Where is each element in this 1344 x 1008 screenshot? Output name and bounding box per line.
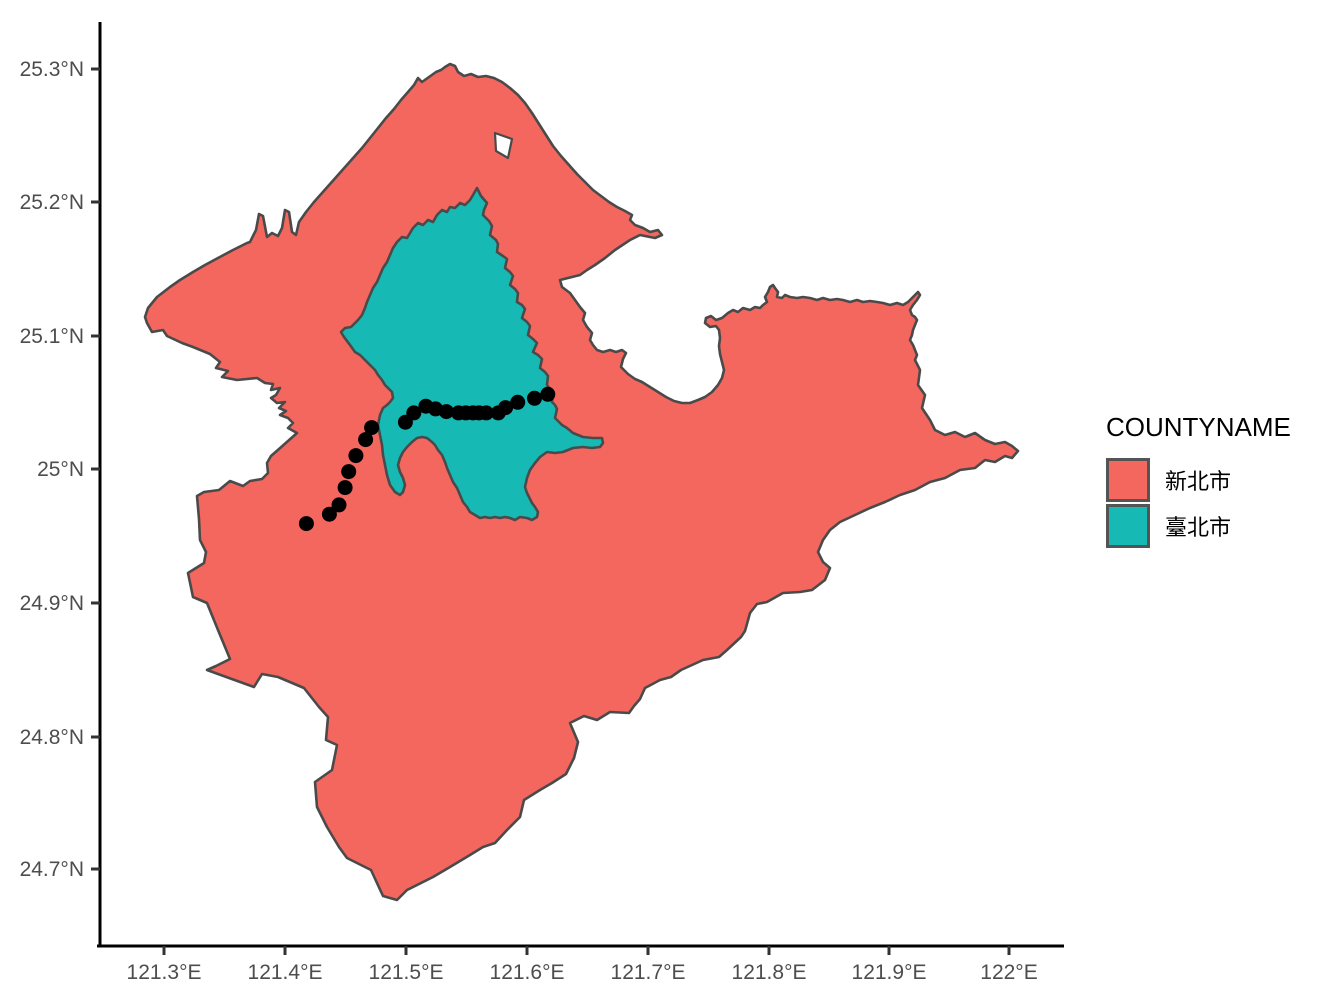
x-tick-label: 122°E xyxy=(980,961,1037,984)
station-dot xyxy=(341,464,357,480)
station-dot xyxy=(358,432,374,448)
legend-label-taipei: 臺北市 xyxy=(1165,515,1232,540)
station-dot xyxy=(406,405,422,421)
legend: COUNTYNAME 新北市 臺北市 xyxy=(1106,412,1291,548)
x-tick-label: 121.6°E xyxy=(490,961,565,984)
legend-key-taipei-swatch xyxy=(1106,504,1150,548)
station-dot xyxy=(527,390,542,406)
coastal-notch xyxy=(493,131,514,160)
y-tick-label: 24.8°N xyxy=(20,726,84,749)
region-taipei xyxy=(339,186,605,522)
y-tick-label: 25.2°N xyxy=(20,191,84,214)
y-tick-label: 25°N xyxy=(37,458,84,481)
legend-key-new-taipei-swatch xyxy=(1106,458,1150,502)
station-dot xyxy=(348,448,364,464)
station-dot xyxy=(540,386,556,402)
station-dot xyxy=(337,480,353,496)
x-tick-label: 121.7°E xyxy=(611,961,686,984)
station-dot xyxy=(331,497,347,513)
x-tick-label: 121.4°E xyxy=(248,961,323,984)
station-dot xyxy=(321,506,337,522)
region-new-taipei xyxy=(143,62,1020,902)
legend-item-new-taipei: 新北市 xyxy=(1106,458,1291,502)
legend-title: COUNTYNAME xyxy=(1106,412,1291,442)
x-tick-label: 121.8°E xyxy=(732,961,807,984)
x-tick-label: 121.5°E xyxy=(369,961,444,984)
station-dot xyxy=(364,420,380,436)
y-tick-label: 25.1°N xyxy=(20,325,84,348)
y-tick-label: 24.9°N xyxy=(20,592,84,615)
station-dot xyxy=(510,394,526,410)
station-dot xyxy=(438,404,454,420)
legend-label-new-taipei: 新北市 xyxy=(1165,469,1232,494)
legend-item-taipei: 臺北市 xyxy=(1106,504,1291,548)
y-tick-label: 24.7°N xyxy=(20,858,84,881)
station-dot xyxy=(298,516,314,532)
station-dot xyxy=(498,400,514,416)
x-tick-label: 121.3°E xyxy=(127,961,202,984)
legend-items: 新北市 臺北市 xyxy=(1106,458,1291,548)
y-tick-label: 25.3°N xyxy=(20,58,84,81)
station-dot xyxy=(478,405,494,421)
x-tick-label: 121.9°E xyxy=(852,961,927,984)
